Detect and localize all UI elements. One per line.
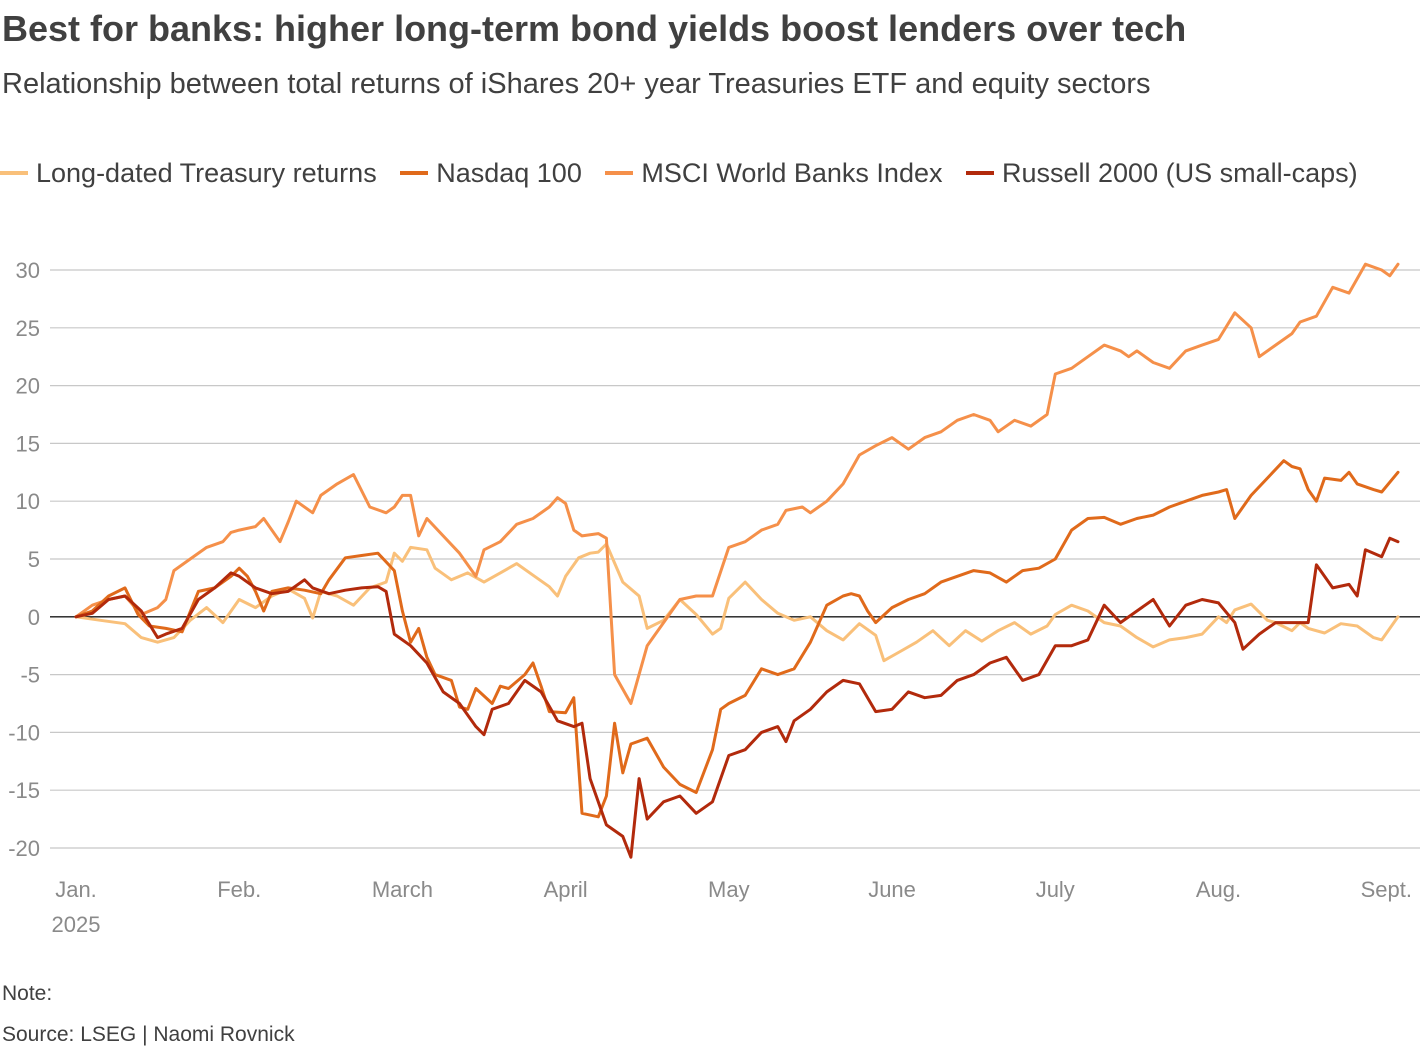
legend-label-nasdaq: Nasdaq 100 [436,158,582,188]
legend-swatch-treasury [0,171,28,175]
legend-item-russell: Russell 2000 (US small-caps) [966,147,1358,199]
legend: Long-dated Treasury returns Nasdaq 100 M… [0,140,1400,199]
grid-layer [50,269,1420,849]
chart-source: Source: LSEG | Naomi Rovnick [2,1023,295,1046]
y-tick-label: 10 [16,489,40,514]
x-tick-label: March [372,877,433,902]
series-layer [74,262,1400,859]
legend-swatch-russell [966,171,994,175]
legend-item-treasury: Long-dated Treasury returns [0,147,377,199]
series-line-treasury [74,542,1400,663]
x-tick-sublabel: 2025 [52,912,101,937]
legend-label-russell: Russell 2000 (US small-caps) [1002,158,1358,188]
x-tick-label: April [544,877,588,902]
series-line-russell [74,536,1400,859]
y-tick-label: 5 [28,547,40,572]
x-tick-label: Sept. [1361,877,1412,902]
chart-note: Note: [2,982,53,1005]
x-tick-label: July [1036,877,1075,902]
x-tick-label: Feb. [217,877,261,902]
legend-item-nasdaq: Nasdaq 100 [400,147,582,199]
axis-layer: 30 25 20 15 10 5 0 -5 -10 -15 -20 Jan. 2025 Feb. March… [8,258,1412,937]
legend-swatch-nasdaq [400,171,429,175]
chart-title: Best for banks: higher long-term bond yi… [2,8,1187,49]
chart-subtitle: Relationship between total returns of iS… [2,68,1151,100]
x-tick-label: Aug. [1196,877,1241,902]
y-tick-label: -20 [8,836,40,861]
legend-label-treasury: Long-dated Treasury returns [36,158,377,188]
y-tick-label: 25 [16,316,40,341]
y-tick-label: -5 [20,663,40,688]
y-tick-label: 0 [28,605,40,630]
y-tick-label: 20 [16,374,40,399]
y-tick-label: -15 [8,778,40,803]
series-line-banks [74,262,1400,705]
legend-item-banks: MSCI World Banks Index [605,147,942,199]
x-tick-label: May [708,877,750,902]
series-line-nasdaq [74,459,1400,819]
x-tick-label: Jan. [55,877,97,902]
y-tick-label: -10 [8,720,40,745]
legend-label-banks: MSCI World Banks Index [641,158,943,188]
y-tick-label: 15 [16,431,40,456]
legend-swatch-banks [605,171,634,175]
x-tick-label: June [868,877,916,902]
line-chart: 30 25 20 15 10 5 0 -5 -10 -15 -20 Jan. 2025 Feb. March… [8,258,1420,937]
y-tick-label: 30 [16,258,40,283]
